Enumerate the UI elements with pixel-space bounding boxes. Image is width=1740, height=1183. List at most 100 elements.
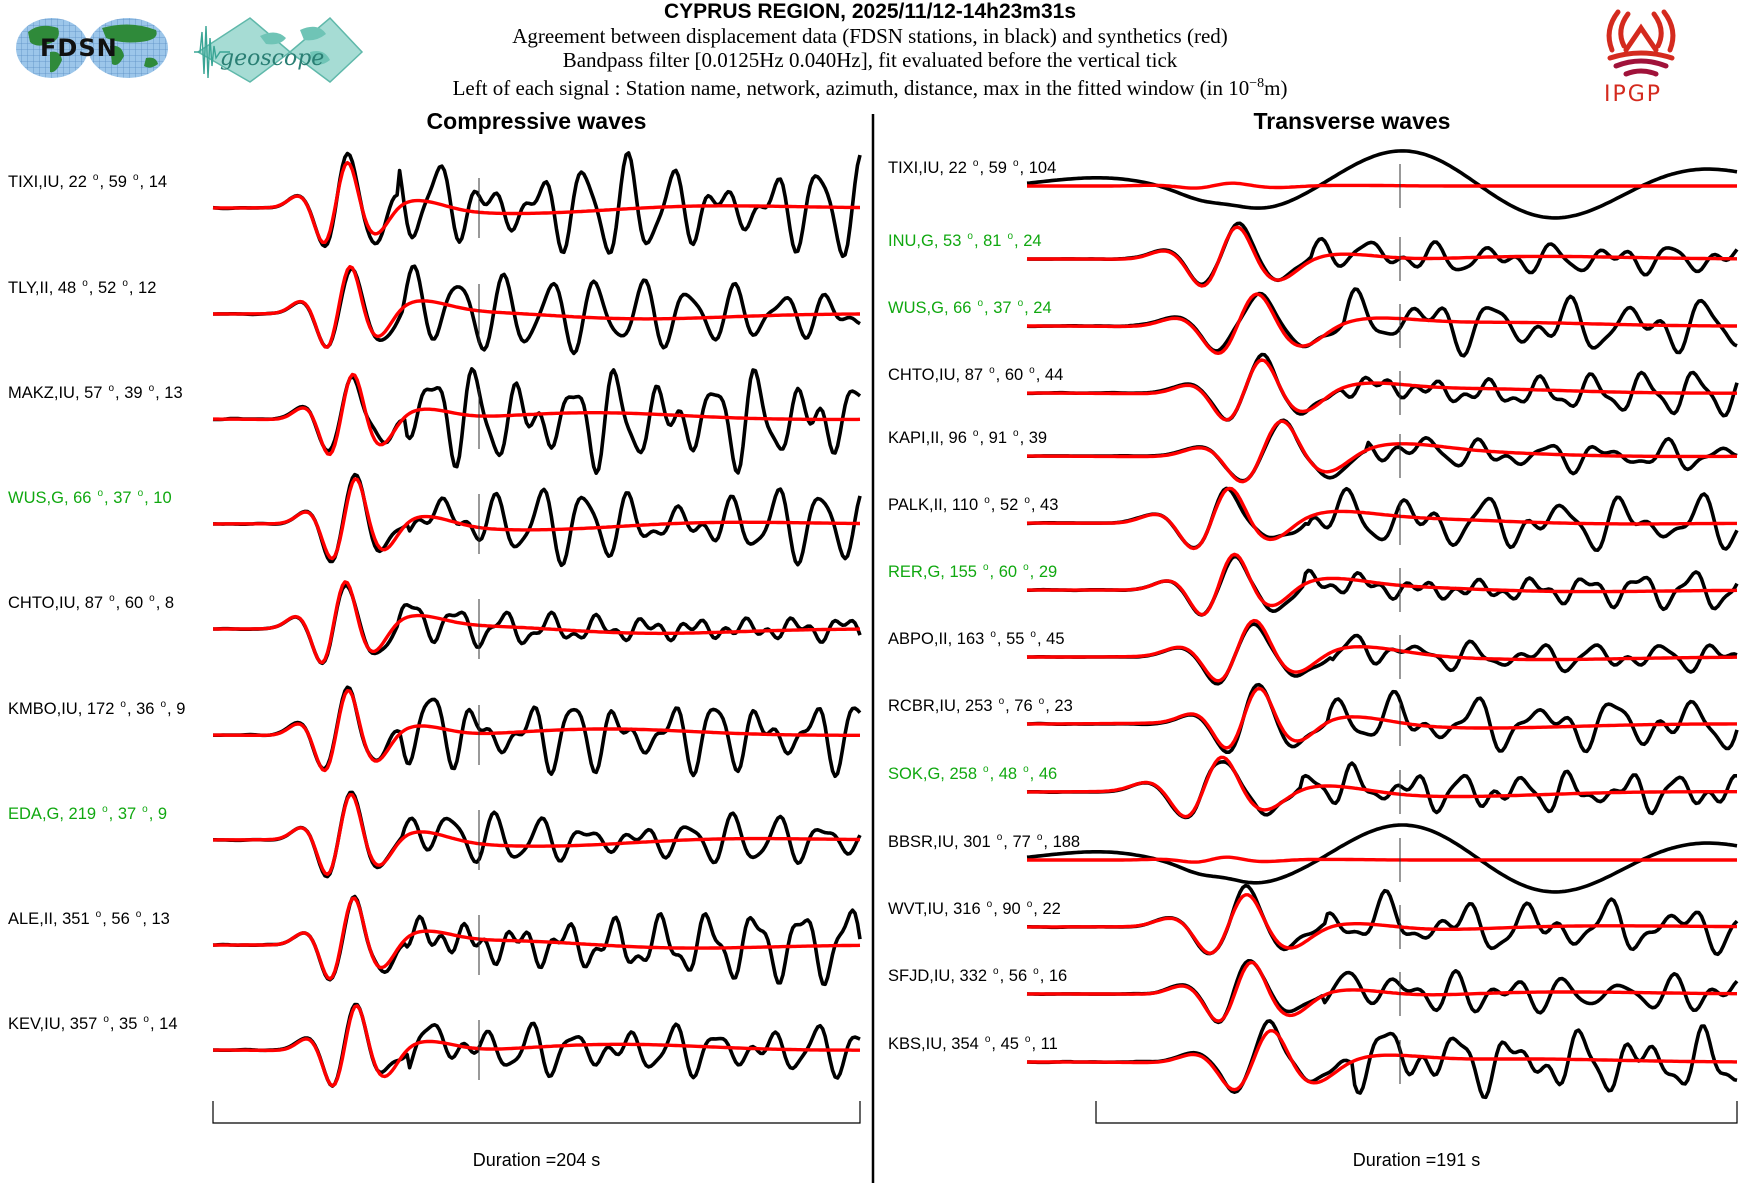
degree-icon: o — [97, 488, 104, 499]
synthetic-trace-sfjd — [1027, 960, 1737, 1023]
station-max: 10 — [153, 489, 172, 507]
station-azimuth: 155 — [949, 563, 977, 581]
fdsn-logo: FDSN — [10, 14, 170, 80]
degree-icon: o — [984, 1034, 991, 1045]
data-trace-inu — [1026, 221, 1739, 287]
station-distance: 81 — [983, 232, 1002, 250]
station-azimuth: 57 — [84, 384, 103, 402]
station-azimuth: 110 — [951, 496, 979, 514]
station-distance: 37 — [117, 805, 137, 823]
station-max: 14 — [148, 173, 168, 191]
station-network: IU — [58, 384, 75, 402]
station-azimuth: 357 — [69, 1015, 98, 1033]
panel-title-transverse: Transverse waves — [1253, 108, 1451, 134]
station-network: IU — [925, 1035, 943, 1053]
station-name: KMBO — [8, 700, 57, 718]
station-azimuth: 66 — [73, 489, 92, 507]
station-network: G — [921, 232, 934, 250]
degree-icon: o — [972, 158, 979, 169]
station-azimuth: 332 — [959, 967, 988, 985]
legend-help-unit: m) — [1264, 76, 1288, 100]
station-max: 39 — [1028, 429, 1048, 447]
station-distance: 37 — [113, 489, 132, 507]
station-name: SOK — [888, 765, 923, 783]
duration-label-transverse: Duration =191 s — [1352, 1150, 1481, 1170]
station-label-chto: CHTO,IU, 87 o, 60 o, 44 — [888, 365, 1064, 384]
degree-icon: o — [1029, 365, 1035, 376]
degree-icon: o — [972, 428, 979, 439]
degree-icon: o — [1023, 562, 1029, 573]
degree-icon: o — [1013, 428, 1019, 439]
station-distance: 52 — [999, 496, 1019, 514]
station-distance: 36 — [136, 700, 155, 718]
station-label-tly: TLY,II, 48 o, 52 o, 12 — [8, 278, 157, 297]
station-distance: 35 — [119, 1015, 138, 1033]
fdsn-globe-icon — [16, 18, 168, 78]
station-azimuth: 53 — [943, 232, 962, 250]
station-azimuth: 354 — [951, 1035, 979, 1053]
fdsn-logo-text: FDSN — [40, 34, 118, 62]
station-max: 29 — [1038, 563, 1058, 581]
degree-icon: o — [1017, 298, 1024, 309]
degree-icon: o — [998, 696, 1005, 707]
station-distance: 76 — [1014, 697, 1033, 715]
station-distance: 91 — [988, 429, 1007, 447]
station-distance: 39 — [124, 384, 143, 402]
station-network: IU — [61, 700, 78, 718]
synthetic-trace-kev — [213, 1004, 860, 1088]
station-name: KAPI — [888, 429, 926, 447]
synthetic-trace-eda — [213, 793, 860, 876]
station-max: 23 — [1054, 697, 1073, 715]
station-distance: 52 — [97, 279, 117, 297]
station-network: G — [927, 563, 941, 581]
synthetic-trace-wus — [213, 477, 860, 561]
synthetic-trace-abpo — [1027, 618, 1737, 683]
station-label-kev: KEV,IU, 357 o, 35 o, 14 — [8, 1014, 178, 1033]
synthetic-trace-tixi — [1027, 181, 1737, 190]
station-network: II — [39, 279, 49, 297]
legend-help-text: Left of each signal : Station name, netw… — [452, 76, 1250, 100]
data-trace-abpo — [1026, 622, 1738, 686]
degree-icon: o — [1007, 231, 1014, 242]
synthetic-trace-inu — [1027, 225, 1737, 288]
station-max: 13 — [151, 910, 170, 928]
data-trace-wvt — [1027, 883, 1739, 957]
degree-icon: o — [989, 365, 995, 376]
synthetic-trace-sok — [1027, 755, 1737, 819]
data-trace-kev — [213, 1002, 861, 1088]
station-network: IU — [939, 697, 956, 715]
degree-icon: o — [984, 495, 990, 506]
station-azimuth: 96 — [948, 429, 967, 447]
station-label-rer: RER,G, 155 o, 60 o, 29 — [888, 562, 1058, 581]
station-max: 43 — [1040, 496, 1059, 514]
station-azimuth: 172 — [86, 700, 115, 718]
station-max: 11 — [1040, 1035, 1058, 1053]
station-distance: 37 — [993, 299, 1012, 317]
degree-icon: o — [149, 593, 155, 604]
synthetic-trace-kapi — [1027, 419, 1737, 484]
subtitle-agreement: Agreement between displacement data (FDS… — [512, 24, 1228, 48]
station-max: 24 — [1023, 232, 1042, 250]
degree-icon: o — [986, 899, 993, 910]
ipgp-logo: IPGP — [1598, 6, 1684, 107]
station-label-rcbr: RCBR,IU, 253 o, 76 o, 23 — [888, 696, 1073, 715]
degree-icon: o — [143, 1014, 149, 1025]
station-network: IU — [933, 967, 951, 985]
station-network: II — [43, 910, 53, 928]
synthetic-trace-wvt — [1027, 893, 1737, 955]
station-label-tixi: TIXI,IU, 22 o, 59 o, 104 — [888, 158, 1057, 177]
synthetic-trace-chto — [213, 580, 860, 665]
degree-icon: o — [967, 231, 973, 242]
data-trace-tixi — [1026, 149, 1738, 220]
subtitle-legend-help: Left of each signal : Station name, netw… — [0, 72, 1740, 100]
synthetic-trace-tixi — [213, 161, 860, 244]
station-network: IU — [42, 173, 60, 191]
degree-icon: o — [92, 172, 99, 183]
degree-icon: o — [142, 804, 148, 815]
station-max: 13 — [164, 384, 183, 402]
station-distance: 60 — [998, 563, 1018, 581]
station-azimuth: 316 — [953, 900, 981, 918]
data-trace-chto — [213, 583, 862, 666]
station-label-wus: WUS,G, 66 o, 37 o, 24 — [888, 298, 1052, 317]
